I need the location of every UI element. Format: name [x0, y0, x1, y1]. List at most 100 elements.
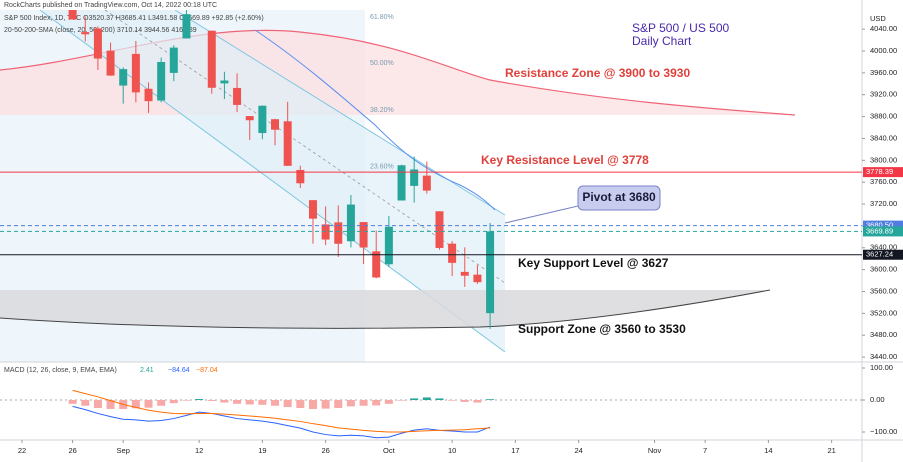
sma-50 [254, 29, 496, 211]
macd-hist-bar [182, 400, 191, 401]
candle-body [384, 226, 393, 265]
macd-hist-bar [233, 400, 242, 404]
candle-body [460, 271, 469, 276]
macd-hist-bar [346, 400, 355, 407]
x-tick-label: 26 [321, 446, 329, 455]
y-tick-label: 100.00 [870, 363, 893, 372]
x-tick-label: 12 [195, 446, 203, 455]
macd-legend-value: −84.64 [168, 367, 190, 374]
publisher: RockCharts published on TradingView.com,… [4, 2, 217, 9]
macd-hist-bar [460, 400, 469, 402]
candle-body [448, 243, 457, 263]
price-tag-label: 3778.39 [866, 167, 893, 176]
x-tick-label: Sep [117, 446, 130, 455]
price-tag [863, 249, 903, 260]
candle-body [233, 87, 242, 105]
annotation: Key Support Level @ 3627 [518, 256, 669, 270]
y-tick-label: 3640.00 [870, 243, 897, 252]
macd-hist-bar [207, 400, 216, 401]
x-tick-label: 14 [764, 446, 772, 455]
y-tick-label: 3840.00 [870, 133, 897, 142]
candle-body [106, 50, 115, 76]
macd-hist-bar [372, 400, 381, 406]
y-tick-label: −100.00 [870, 427, 897, 436]
macd-hist-bar [106, 400, 115, 409]
macd-hist-bar [220, 400, 229, 403]
candle-body [131, 53, 140, 93]
y-tick-label: 3440.00 [870, 352, 897, 361]
candle-body [283, 121, 292, 166]
annotation: Support Zone @ 3560 to 3530 [518, 322, 686, 336]
drawings [0, 10, 796, 362]
macd-title: MACD (12, 26, close, 9, EMA, EMA) [4, 367, 117, 374]
x-tick-label: 17 [511, 446, 519, 455]
macd-hist-bar [435, 398, 444, 400]
fib-label: 38.20% [370, 107, 394, 114]
candle-body [296, 169, 305, 184]
macd-hist-bar [334, 400, 343, 408]
candle-body [258, 105, 267, 134]
x-tick-label: 21 [827, 446, 835, 455]
macd-hist-bar [245, 400, 254, 405]
x-tick-label: 7 [703, 446, 707, 455]
x-tick-label: 22 [18, 446, 26, 455]
macd-line [72, 389, 491, 433]
price-tag-label: 3627.24 [866, 250, 893, 259]
price-tag [863, 220, 903, 231]
price-tag [863, 167, 903, 178]
candle-body [144, 88, 153, 102]
candle-body [207, 30, 216, 88]
annotation: Resistance Zone @ 3900 to 3930 [505, 66, 690, 80]
y-tick-label: 3720.00 [870, 199, 897, 208]
macd-legend-value: 2.41 [140, 367, 154, 374]
y-tick-label: 3800.00 [870, 155, 897, 164]
x-tick-label: Oct [383, 446, 396, 455]
candle-body [81, 32, 90, 35]
y-tick-label: 3880.00 [870, 112, 897, 121]
macd-hist-bar [410, 398, 419, 400]
y-tick-label: 3560.00 [870, 286, 897, 295]
candle-body [486, 231, 495, 314]
macd-hist-bar [195, 399, 204, 400]
macd-hist-bar [93, 400, 102, 408]
fib-label: 61.80% [370, 14, 394, 21]
macd-hist-bar [359, 400, 368, 406]
macd-hist-bar [321, 400, 330, 409]
candle-body [93, 28, 102, 59]
price-tag-label: 3669.89 [866, 226, 893, 235]
macd-hist-bar [157, 400, 166, 406]
price-tag-label: 3680.50 [866, 221, 893, 230]
y-tick-label: 3920.00 [870, 90, 897, 99]
macd-hist-bar [258, 400, 267, 405]
candle-body [397, 165, 406, 201]
candle-body [119, 69, 128, 86]
x-tick-label: 24 [574, 446, 582, 455]
candle-body [308, 200, 317, 219]
candle-body [435, 211, 444, 248]
y-tick-label: 3960.00 [870, 68, 897, 77]
candle-body [422, 175, 431, 191]
y-tick-label: 3480.00 [870, 330, 897, 339]
macd-line [72, 405, 491, 439]
chart-subtitle: Daily Chart [632, 34, 692, 48]
candle-body [220, 80, 229, 84]
candle-body [321, 224, 330, 240]
support-curve [0, 289, 771, 329]
candle-body [334, 222, 343, 244]
macd-hist-bar [271, 400, 280, 406]
y-tick-label: 3600.00 [870, 265, 897, 274]
symbol-line: S&P 500 Index, 1D, TVC O3520.37 H3685.41… [4, 15, 264, 22]
candle-body [271, 119, 280, 130]
macd-hist-bar [397, 400, 406, 401]
chart-title: S&P 500 / US 500 [632, 21, 730, 35]
macd-hist-bar [384, 400, 393, 404]
macd-hist-bar [473, 400, 482, 403]
macd-hist-bar [448, 400, 457, 401]
candle-body [169, 47, 178, 73]
macd-hist-bar [296, 400, 305, 408]
candle-body [410, 169, 419, 186]
macd-hist-bar [131, 400, 140, 409]
x-tick-label: Nov [648, 446, 662, 455]
candle-body [372, 251, 381, 278]
macd-hist-bar [81, 400, 90, 406]
